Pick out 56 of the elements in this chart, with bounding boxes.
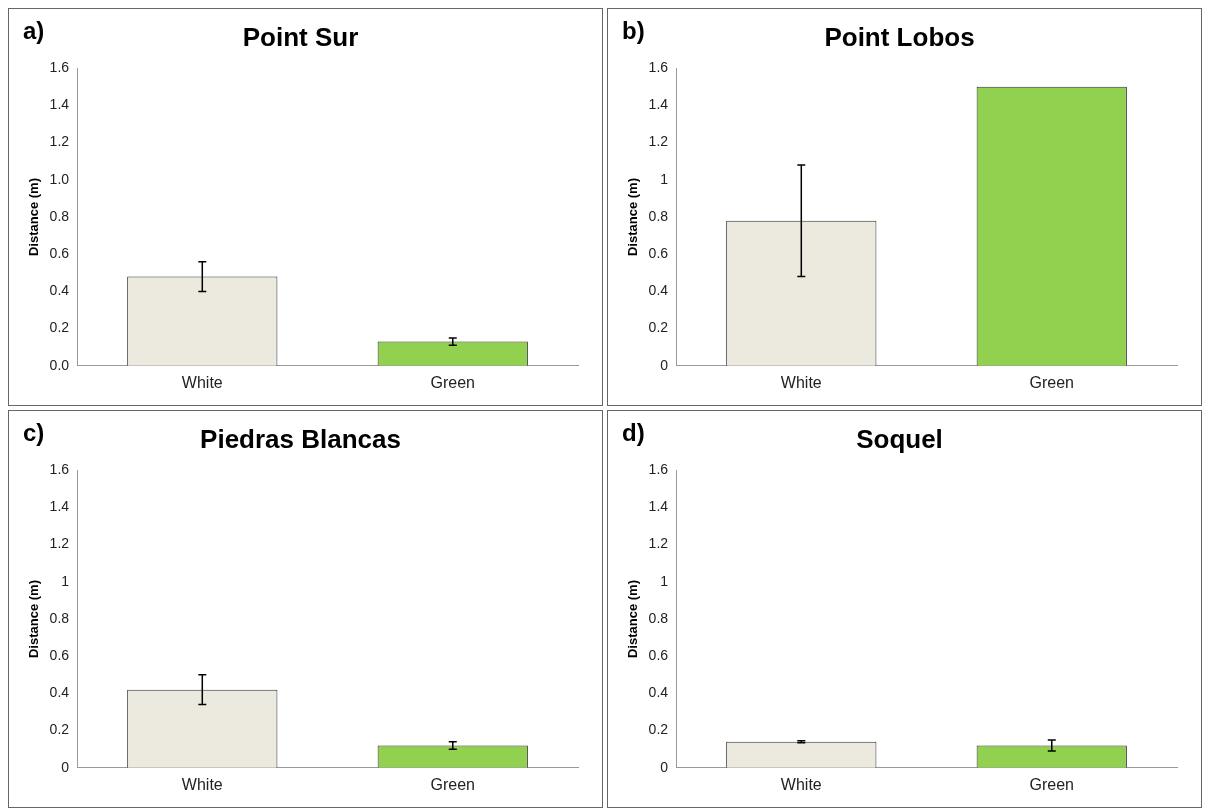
y-tick-label: 1.6 (49, 59, 70, 76)
chart-title: Point Sur (242, 21, 359, 52)
y-axis-title: Distance (m) (625, 579, 641, 659)
chart-title: Piedras Blancas (200, 423, 401, 454)
y-tick-label: 0.6 (648, 647, 669, 664)
y-tick-label: 0.8 (648, 609, 669, 626)
y-tick-label: 1.2 (49, 535, 70, 552)
text: c) (23, 419, 45, 447)
y-axis-title: Distance (m) (26, 177, 42, 257)
x-tick-label: Green (1029, 373, 1074, 391)
y-tick-label: 1 (660, 572, 669, 589)
x-tick-label: Green (430, 775, 475, 793)
x-tick-label: Green (1029, 775, 1074, 793)
y-tick-label: 1.6 (648, 59, 669, 76)
y-tick-label: 1.4 (49, 498, 70, 515)
y-tick-label: 0.2 (49, 721, 70, 738)
y-tick-label: 0.2 (49, 319, 70, 336)
y-tick-label: 0.6 (49, 647, 70, 664)
text: d) (622, 419, 645, 447)
y-tick-label: 1.2 (49, 133, 70, 150)
chart-title: Point Lobos (824, 21, 975, 52)
y-tick-label: 0 (660, 356, 669, 373)
text: b) (622, 17, 645, 45)
x-tick-label: Green (430, 373, 475, 391)
y-tick-label: 1 (61, 572, 70, 589)
y-tick-label: 1.4 (648, 96, 669, 113)
y-tick-label: 0.4 (648, 282, 669, 299)
y-tick-label: 0 (660, 758, 669, 775)
y-tick-label: 1.6 (648, 461, 669, 478)
y-tick-label: 0.6 (648, 245, 669, 262)
x-tick-label: White (780, 775, 822, 793)
y-tick-label: 0.2 (648, 319, 669, 336)
y-tick-label: 0.4 (49, 684, 70, 701)
y-tick-label: 0.8 (49, 609, 70, 626)
text: a) (23, 17, 45, 45)
y-tick-label: 1.6 (49, 461, 70, 478)
y-tick-label: 1.2 (648, 535, 669, 552)
y-axis-title: Distance (m) (625, 177, 641, 257)
y-tick-label: 0.8 (49, 207, 70, 224)
y-tick-label: 1.4 (648, 498, 669, 515)
y-tick-label: 0.4 (648, 684, 669, 701)
y-tick-label: 1.0 (49, 170, 70, 187)
y-tick-label: 0.6 (49, 245, 70, 262)
y-axis-title: Distance (m) (26, 579, 42, 659)
x-tick-label: White (780, 373, 822, 391)
y-tick-label: 0.0 (49, 356, 70, 373)
y-tick-label: 0 (61, 758, 70, 775)
y-tick-label: 1.4 (49, 96, 70, 113)
x-tick-label: White (181, 373, 223, 391)
chart-title: Soquel (856, 423, 943, 454)
y-tick-label: 0.4 (49, 282, 70, 299)
y-tick-label: 1.2 (648, 133, 669, 150)
x-tick-label: White (181, 775, 223, 793)
y-tick-label: 0.2 (648, 721, 669, 738)
y-tick-label: 0.8 (648, 207, 669, 224)
y-tick-label: 1 (660, 170, 669, 187)
